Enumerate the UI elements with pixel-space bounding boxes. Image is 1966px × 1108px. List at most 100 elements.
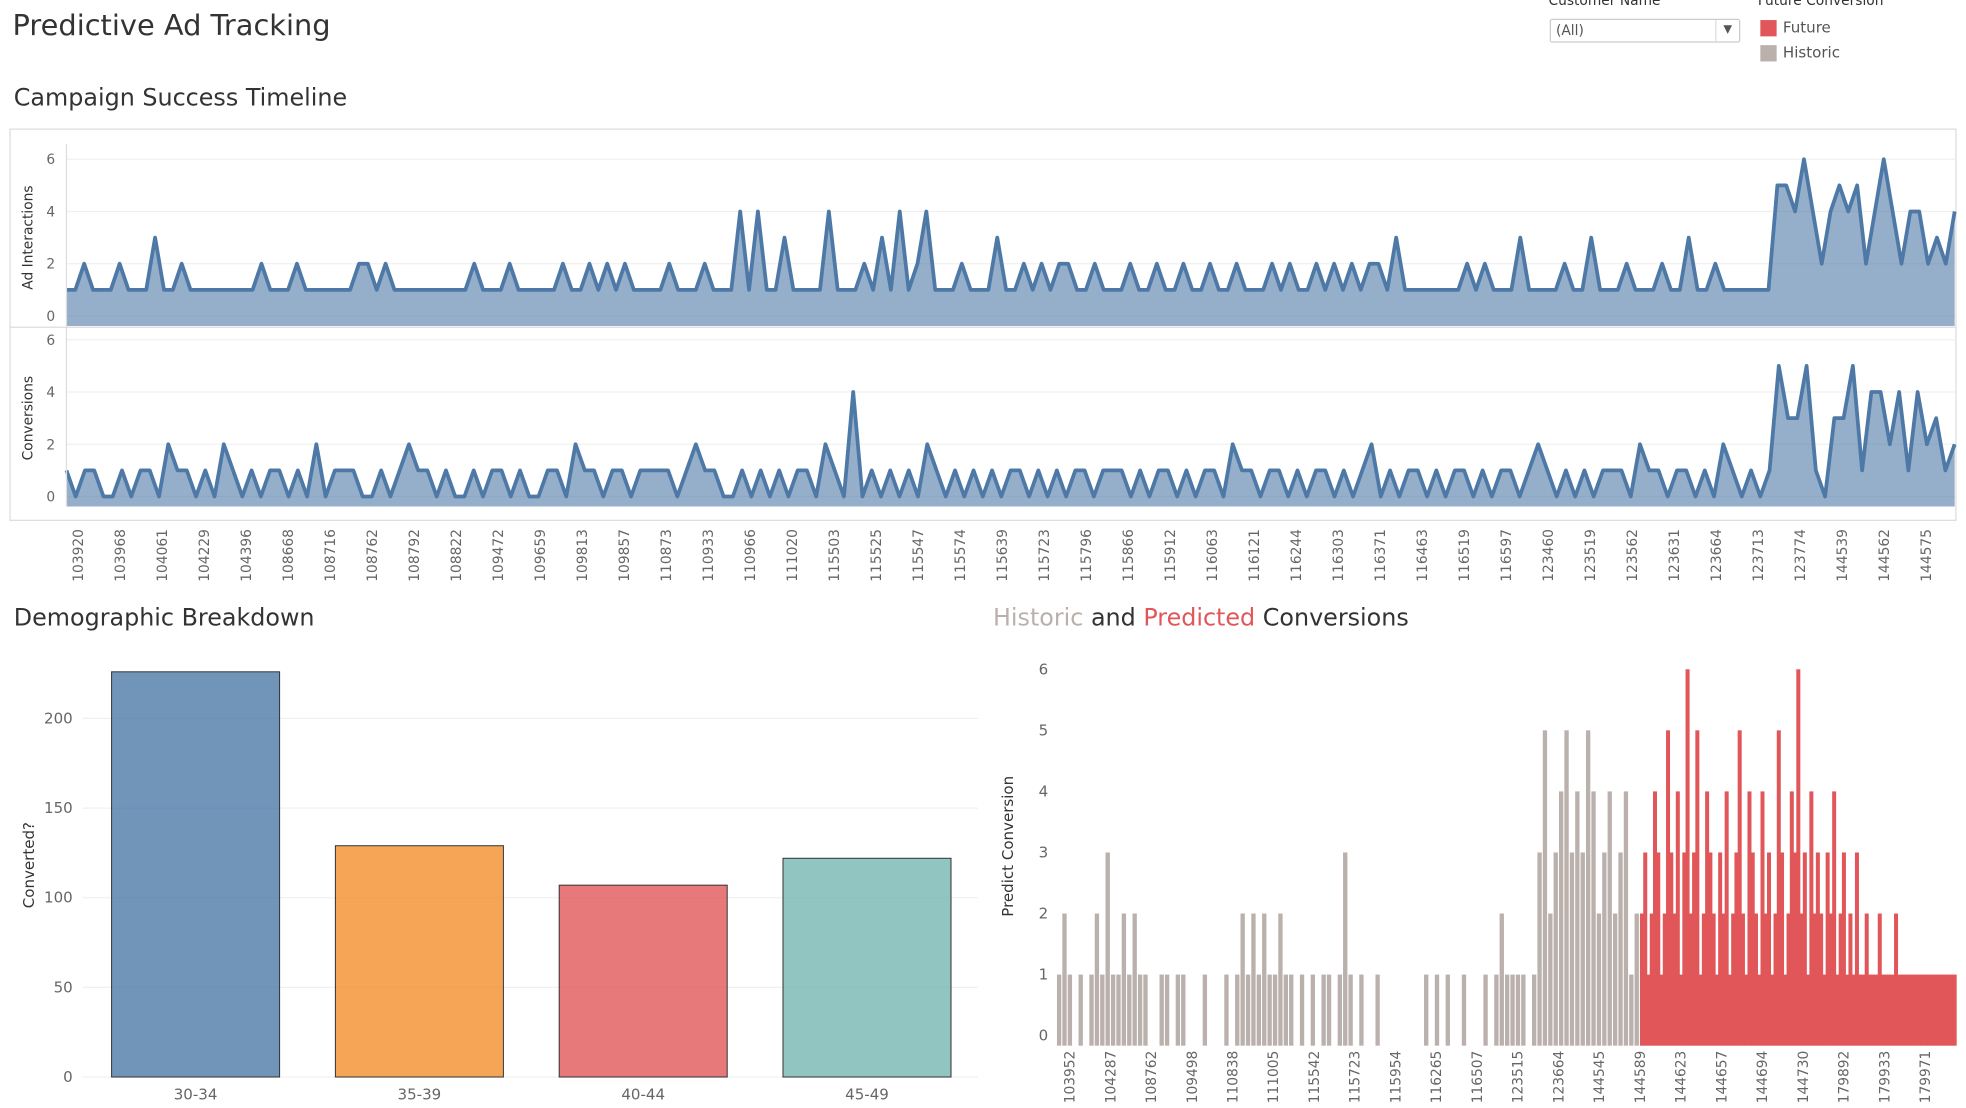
future-bar bbox=[1913, 974, 1918, 1046]
future-bar bbox=[1796, 669, 1801, 1046]
y-tick-label: 0 bbox=[46, 309, 55, 325]
customer-filter-label: Customer Name bbox=[1548, 0, 1661, 9]
historic-bar bbox=[1623, 791, 1629, 1046]
x-tick-label: 116507 bbox=[1470, 1051, 1486, 1104]
historic-bar bbox=[1618, 852, 1623, 1046]
future-bar bbox=[1861, 974, 1866, 1046]
x-tick-label: 123631 bbox=[1667, 529, 1683, 582]
historic-bar bbox=[1067, 974, 1073, 1046]
future-bar bbox=[1942, 974, 1947, 1046]
future-bar bbox=[1871, 974, 1876, 1046]
x-tick-label: 123713 bbox=[1751, 529, 1767, 582]
historic-bar bbox=[1607, 791, 1612, 1046]
historic-bar bbox=[1564, 730, 1569, 1046]
historic-bar bbox=[1110, 974, 1116, 1046]
future-bar bbox=[1946, 974, 1951, 1046]
historic-bar bbox=[1321, 974, 1326, 1046]
y-axis-label: Conversions bbox=[21, 376, 37, 460]
bar-40-44 bbox=[558, 884, 728, 1078]
x-tick-label: 115547 bbox=[911, 529, 927, 582]
title-and: and bbox=[1083, 604, 1144, 632]
y-tick-label: 4 bbox=[1039, 782, 1049, 800]
legend-item-future[interactable]: Future bbox=[1760, 19, 1831, 36]
historic-bar bbox=[1558, 791, 1564, 1046]
x-tick-label: 179892 bbox=[1837, 1051, 1853, 1104]
x-tick-label: 115723 bbox=[1037, 529, 1053, 582]
historic-bar bbox=[1143, 974, 1148, 1046]
historic-bar bbox=[1094, 913, 1100, 1046]
historic-bar bbox=[1127, 974, 1132, 1046]
y-tick-label: 2 bbox=[1039, 905, 1049, 923]
future-bar bbox=[1708, 852, 1713, 1046]
ad-interactions-line bbox=[66, 157, 1957, 292]
x-tick-label: 144545 bbox=[1592, 1051, 1608, 1104]
y-tick-label: 200 bbox=[44, 709, 73, 727]
future-bar bbox=[1809, 791, 1814, 1046]
x-tick-label: 108762 bbox=[1144, 1051, 1160, 1104]
y-tick-label: 0 bbox=[46, 490, 55, 506]
predicted-title: Historic and Predicted Conversions bbox=[993, 604, 1409, 632]
future-bar bbox=[1815, 852, 1820, 1046]
historic-bar bbox=[1272, 974, 1278, 1046]
x-tick-label: 108716 bbox=[323, 529, 339, 582]
historic-bar bbox=[1348, 974, 1353, 1046]
historic-bar bbox=[1121, 913, 1127, 1046]
x-tick-label: 116371 bbox=[1373, 529, 1389, 582]
historic-bar bbox=[1202, 974, 1208, 1046]
historic-bar bbox=[1569, 852, 1575, 1046]
y-tick-label: 0 bbox=[63, 1068, 73, 1086]
chevron-down-icon[interactable]: ▼ bbox=[1715, 20, 1739, 42]
x-tick-label: 109472 bbox=[491, 529, 507, 582]
future-bar bbox=[1724, 791, 1729, 1046]
future-bar bbox=[1760, 791, 1765, 1046]
future-bar bbox=[1669, 852, 1674, 1046]
y-tick-label: 6 bbox=[46, 152, 55, 168]
legend-label: Historic bbox=[1782, 43, 1840, 62]
historic-bar bbox=[1240, 913, 1245, 1046]
x-tick-label: 116265 bbox=[1429, 1051, 1445, 1104]
x-tick-label: 179933 bbox=[1877, 1051, 1893, 1104]
historic-bar bbox=[1175, 974, 1181, 1046]
future-bar bbox=[1802, 852, 1807, 1046]
historic-bar bbox=[1056, 974, 1062, 1046]
future-bar bbox=[1923, 974, 1928, 1046]
x-tick-label: 123460 bbox=[1541, 529, 1557, 582]
future-bar bbox=[1692, 852, 1697, 1046]
x-tick-label: 40-44 bbox=[621, 1086, 665, 1104]
historic-bar bbox=[1089, 974, 1094, 1046]
timeline-frame bbox=[9, 128, 1957, 521]
x-tick-label: 144539 bbox=[1835, 529, 1851, 582]
historic-bar bbox=[1591, 791, 1596, 1046]
timeline-title: Campaign Success Timeline bbox=[13, 84, 348, 112]
historic-bar bbox=[1256, 974, 1262, 1046]
future-bar bbox=[1727, 974, 1732, 1046]
historic-bar bbox=[1575, 791, 1580, 1046]
historic-bar bbox=[1337, 974, 1342, 1046]
historic-bar bbox=[1224, 974, 1229, 1046]
x-tick-label: 115542 bbox=[1307, 1051, 1323, 1104]
historic-bar bbox=[1105, 852, 1110, 1046]
historic-bar bbox=[1499, 913, 1504, 1046]
historic-bar bbox=[1596, 913, 1602, 1046]
x-tick-label: 116063 bbox=[1205, 529, 1221, 582]
future-bar bbox=[1874, 974, 1879, 1046]
x-tick-label: 123774 bbox=[1793, 529, 1809, 582]
page-title: Predictive Ad Tracking bbox=[12, 10, 331, 43]
future-bar bbox=[1639, 913, 1644, 1046]
historic-bar bbox=[1445, 974, 1450, 1046]
legend-item-historic[interactable]: Historic bbox=[1760, 43, 1840, 62]
x-tick-label: 115796 bbox=[1079, 529, 1095, 582]
x-tick-label: 123664 bbox=[1551, 1051, 1567, 1104]
historic-bar bbox=[1548, 913, 1553, 1046]
x-tick-label: 103952 bbox=[1063, 1051, 1079, 1104]
historic-bar bbox=[1483, 974, 1488, 1046]
y-tick-label: 2 bbox=[46, 437, 55, 453]
customer-name-dropdown[interactable]: (All) ▼ bbox=[1549, 18, 1741, 43]
future-bar bbox=[1825, 852, 1830, 1046]
future-bar bbox=[1854, 852, 1859, 1046]
x-tick-label: 179971 bbox=[1918, 1051, 1934, 1104]
future-bar bbox=[1864, 913, 1869, 1046]
x-tick-label: 104396 bbox=[239, 529, 255, 582]
historic-bar bbox=[1062, 913, 1067, 1046]
future-bar bbox=[1701, 913, 1706, 1046]
